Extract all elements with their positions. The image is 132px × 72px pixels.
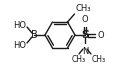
Text: CH₃: CH₃ bbox=[72, 55, 86, 64]
Text: CH₃: CH₃ bbox=[76, 4, 91, 13]
Text: B: B bbox=[31, 30, 37, 40]
Text: O: O bbox=[82, 15, 88, 24]
Text: HO: HO bbox=[13, 40, 26, 50]
Text: O: O bbox=[98, 31, 105, 40]
Text: N: N bbox=[82, 47, 88, 56]
Text: S: S bbox=[81, 30, 89, 40]
Text: HO: HO bbox=[13, 21, 26, 30]
Text: CH₃: CH₃ bbox=[92, 55, 106, 64]
